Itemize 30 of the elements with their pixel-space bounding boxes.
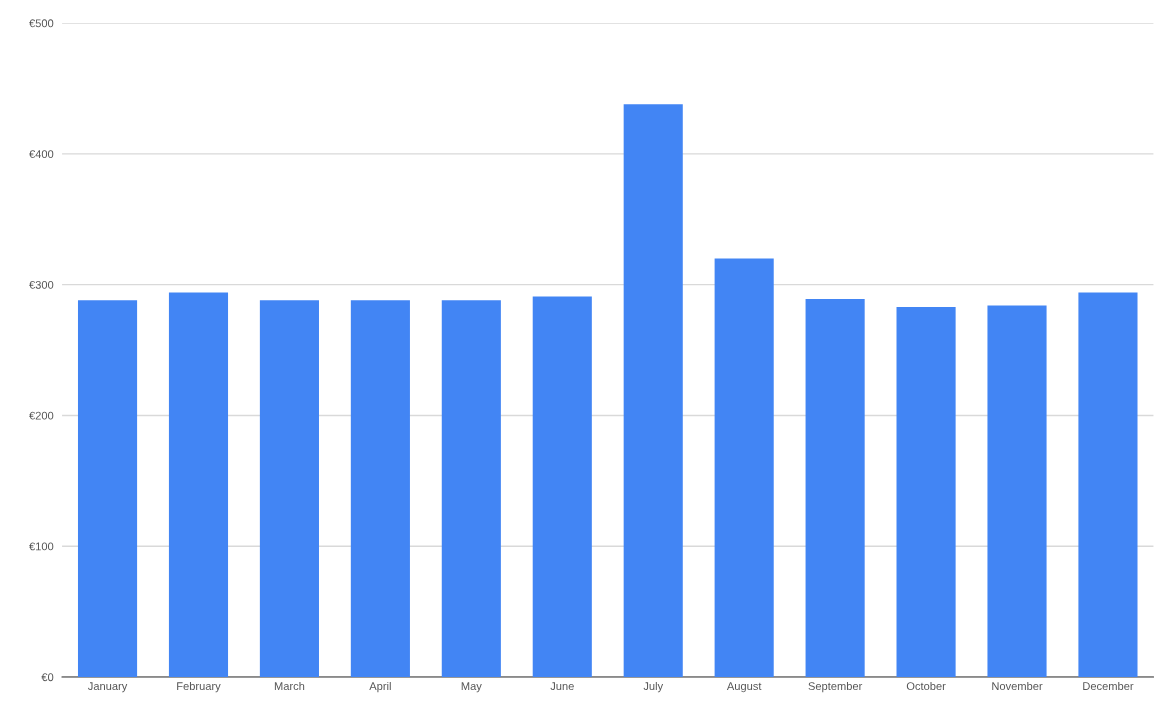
x-tick-label: October (906, 681, 946, 691)
bar (1078, 292, 1138, 678)
x-tick-label: July (643, 681, 664, 693)
x-tick-label: December (1083, 681, 1134, 691)
x-tick-label: April (369, 681, 391, 693)
bar (350, 300, 410, 678)
bar (896, 306, 956, 678)
bar (77, 300, 138, 678)
bar (623, 104, 683, 678)
x-tick-label: September (808, 681, 863, 693)
bar (714, 258, 774, 678)
bar (987, 305, 1047, 678)
x-tick-label: February (177, 681, 221, 693)
x-tick-label: May (461, 682, 482, 693)
x-tick-label: March (274, 681, 305, 691)
bar (805, 299, 865, 678)
x-tick-label: June (550, 682, 574, 691)
bar (168, 292, 229, 678)
y-tick-label: €300 (29, 280, 54, 289)
x-tick-label: January (87, 682, 128, 693)
y-tick-label: €0 (41, 673, 54, 682)
x-tick-label: November (992, 681, 1043, 691)
bar (441, 300, 501, 678)
x-tick-label: August (726, 682, 762, 693)
bar (259, 300, 319, 678)
y-tick-label: €100 (29, 542, 54, 551)
y-tick-label: €400 (29, 150, 54, 158)
bar (532, 296, 592, 678)
y-tick-label: €500 (29, 19, 54, 28)
y-tick-label: €200 (29, 411, 54, 420)
